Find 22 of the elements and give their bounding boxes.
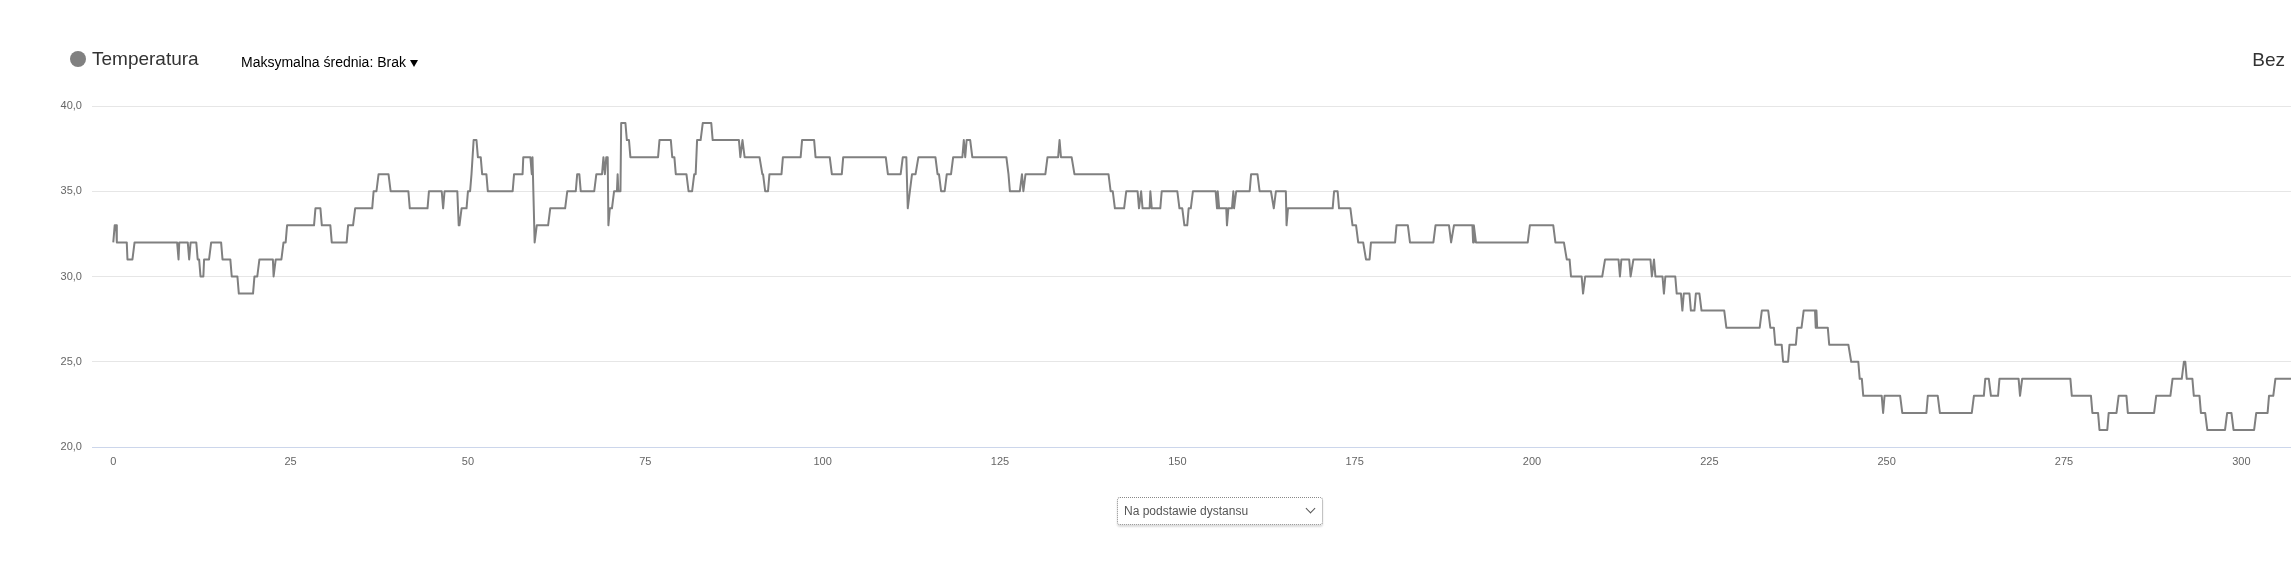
x-tick-label: 125: [990, 454, 1010, 467]
text: Maksymalna średnia: Brak: [241, 54, 406, 70]
x-tick-label: 225: [1700, 454, 1719, 467]
y-tick-label: 35,0: [60, 184, 82, 197]
x-tick-label: 275: [2054, 454, 2074, 467]
x-tick-label: 75: [639, 454, 652, 467]
y-tick-label: 40,0: [60, 99, 82, 112]
legend-label: Temperatura: [92, 48, 199, 70]
x-tick-label: 25: [284, 454, 297, 467]
x-tick-label: 0: [110, 454, 117, 467]
text: Bez: [2252, 49, 2285, 70]
x-tick-label: 50: [461, 454, 475, 467]
x-tick-label: 300: [2232, 454, 2251, 467]
x-tick-label: 250: [1877, 454, 1896, 467]
x-tick-label: 150: [1168, 454, 1187, 467]
x-tick-label: 100: [813, 454, 832, 467]
text: Na podstawie dystansu: [1124, 504, 1249, 518]
x-tick-label: 200: [1522, 454, 1542, 467]
y-tick-label: 30,0: [60, 269, 82, 282]
x-tick-label: 175: [1345, 454, 1364, 467]
y-tick-label: 20,0: [60, 440, 82, 453]
y-tick-label: 25,0: [60, 354, 82, 367]
